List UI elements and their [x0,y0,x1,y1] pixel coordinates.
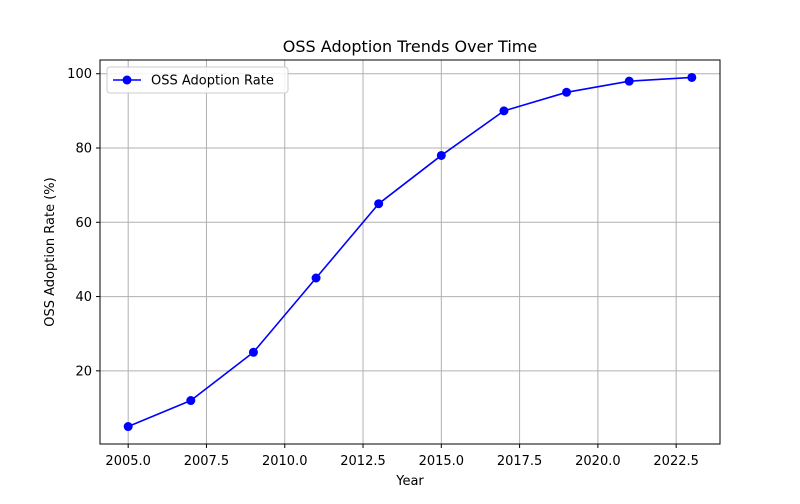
x-tick-label: 2017.5 [497,454,543,469]
legend-marker-swatch [122,75,132,85]
y-axis: 20 40 60 80 100 [67,67,100,379]
y-axis-label: OSS Adoption Rate (%) [43,177,58,326]
x-tick-label: 2010.0 [262,454,308,469]
legend: OSS Adoption Rate [106,66,289,94]
plot-frame [99,59,721,445]
chart-title: OSS Adoption Trends Over Time [283,37,537,56]
grid [100,60,720,444]
series-line [127,76,692,428]
data-point [562,87,572,97]
x-tick-label: 2022.5 [653,454,699,469]
data-point [624,76,634,86]
x-tick-label: 2015.0 [419,454,465,469]
x-tick-label: 2020.0 [575,454,621,469]
series-layer [123,72,697,432]
x-tick-label: 2012.5 [340,454,386,469]
data-point [374,199,384,209]
y-tick-label: 60 [75,216,92,231]
y-tick-label: 80 [75,142,92,157]
legend-box [106,66,289,94]
data-point [687,72,697,82]
x-tick-label: 2005.0 [105,454,151,469]
x-axis-label: Year [395,474,424,489]
data-point [123,422,133,432]
y-tick-label: 100 [67,67,92,82]
data-point [311,273,321,283]
data-point [436,150,446,160]
data-point [248,347,258,357]
data-point [186,396,196,406]
x-tick-label: 2007.5 [184,454,230,469]
legend-label: OSS Adoption Rate [151,74,274,89]
y-tick-label: 20 [75,364,92,379]
data-point [499,106,509,116]
x-axis: 2005.0 2007.5 2010.0 2012.5 2015.0 2017.5 2020… [105,444,699,469]
y-tick-label: 40 [75,290,92,305]
